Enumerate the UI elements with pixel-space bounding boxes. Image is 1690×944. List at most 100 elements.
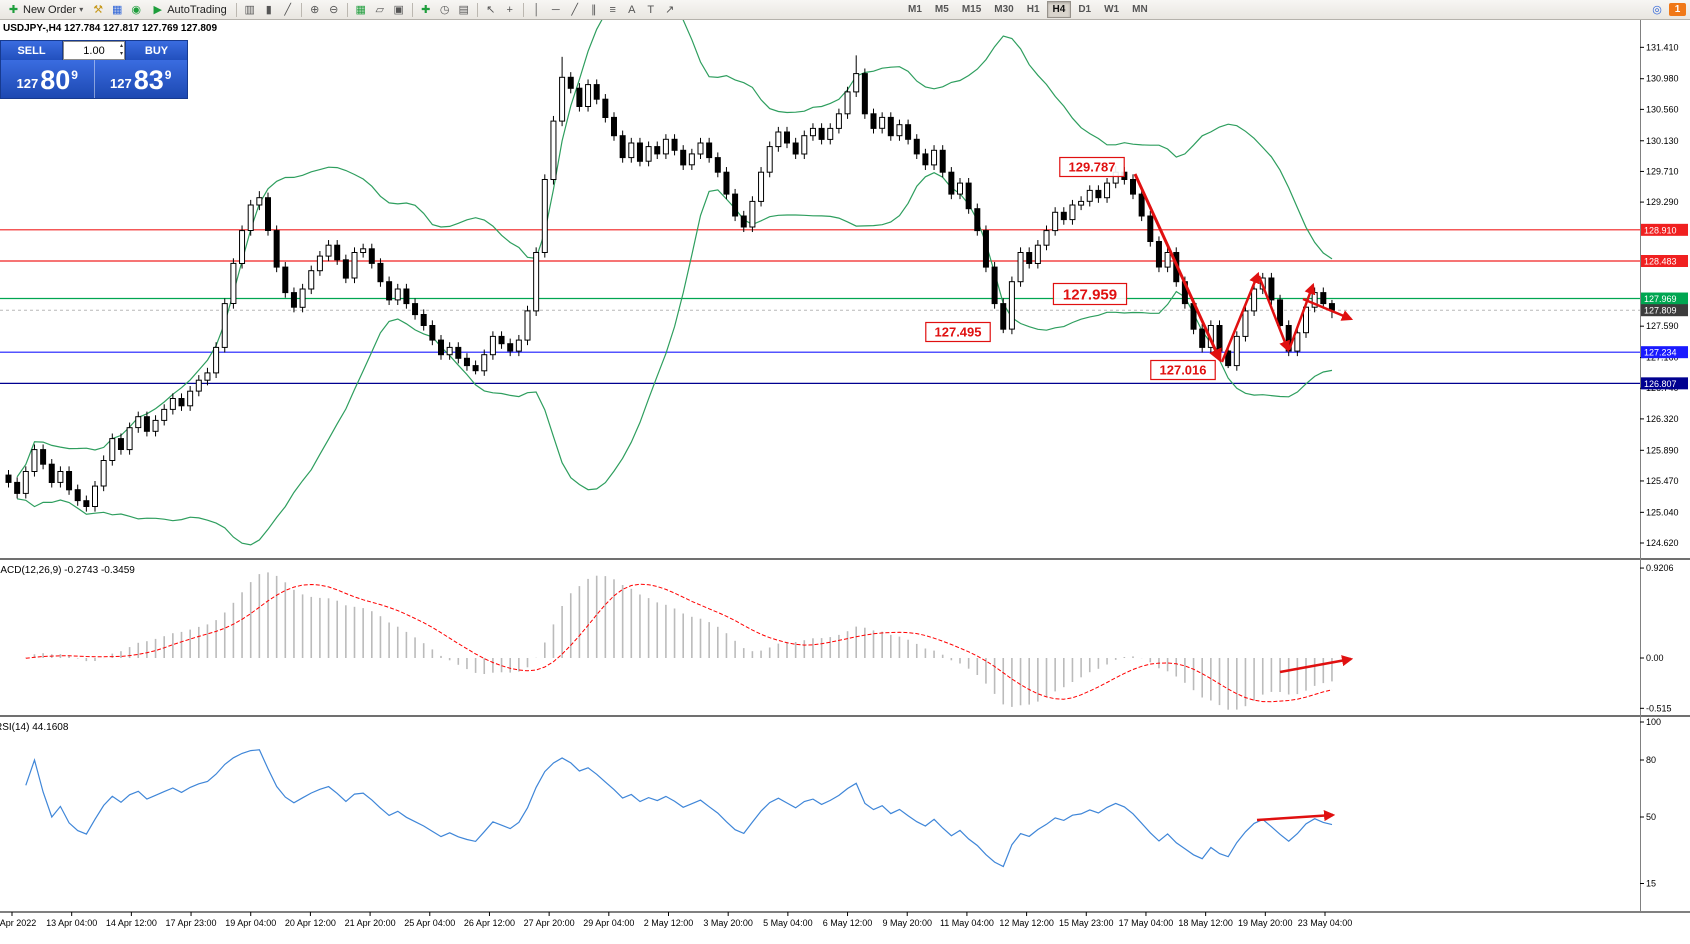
sell-button[interactable]: SELL (1, 41, 63, 60)
autotrading-play-icon: ▶ (153, 4, 162, 16)
notifications-badge[interactable]: 1 (1669, 3, 1686, 16)
text-label-icon[interactable]: T (647, 3, 655, 16)
rsi-tick-label: 50 (1646, 812, 1656, 822)
macd-tick-label: 0.00 (1646, 653, 1664, 663)
time-tick-label: 20 Apr 12:00 (285, 918, 336, 928)
axis-price-flag-label: 127.234 (1644, 348, 1677, 358)
time-tick-label: 18 May 12:00 (1178, 918, 1233, 928)
trend-arrow (1302, 297, 1354, 321)
timeframe-m30[interactable]: M30 (988, 1, 1019, 18)
axis-price-flag-label: 126.807 (1644, 379, 1677, 389)
text-icon[interactable]: A (628, 3, 636, 16)
axis-price-flag (1641, 346, 1688, 359)
sell-price[interactable]: 127 80 9 (1, 60, 95, 98)
axis-price-flag-label: 128.910 (1644, 225, 1677, 235)
volume-spinner[interactable]: ▴ ▾ (120, 42, 123, 58)
rsi-tick-label: 100 (1646, 717, 1661, 727)
timeframe-d1[interactable]: D1 (1072, 1, 1097, 18)
sell-price-small: 127 (16, 76, 39, 91)
indicators-icon[interactable]: ✚ (421, 4, 431, 16)
toolbar-separator (411, 2, 413, 17)
axis-price-flag (1641, 377, 1688, 390)
bar-chart-icon[interactable]: ▥ (244, 4, 255, 16)
timeframe-m5[interactable]: M5 (929, 1, 955, 18)
vertical-line-icon[interactable]: │ (533, 3, 541, 16)
candlestick-chart-icon[interactable]: ▮ (265, 4, 272, 16)
zoom-out-icon[interactable]: ⊖ (329, 4, 339, 16)
time-tick-label: 14 Apr 12:00 (106, 918, 157, 928)
line-chart-icon[interactable]: ╱ (284, 4, 292, 16)
trend-arrow (1220, 271, 1260, 363)
axis-price-flag-label: 128.483 (1644, 257, 1677, 267)
price-tick-label: 125.890 (1646, 445, 1679, 455)
cursor-icon[interactable]: ↖ (486, 4, 496, 16)
periods-icon[interactable]: ◷ (439, 4, 450, 16)
shapes-icon[interactable]: ↗ (665, 4, 675, 16)
time-tick-label: 23 May 04:00 (1298, 918, 1353, 928)
time-tick-label: 25 Apr 04:00 (404, 918, 455, 928)
autotrading-button[interactable]: ▶ AutoTrading (146, 1, 232, 18)
tile-windows-icon[interactable]: ▦ (355, 4, 366, 16)
cascade-windows-icon[interactable]: ▱ (375, 4, 384, 16)
time-tick-label: 19 Apr 04:00 (225, 918, 276, 928)
bollinger-lower-band (16, 172, 1333, 546)
axis-price-flag (1641, 292, 1688, 305)
timeframe-m1[interactable]: M1 (902, 1, 928, 18)
price-annotation-text: 129.787 (1069, 160, 1116, 175)
time-tick-label: 21 Apr 20:00 (345, 918, 396, 928)
price-tick-label: 125.470 (1646, 476, 1679, 486)
price-tick-label: 129.290 (1646, 197, 1679, 207)
axis-price-flag (1641, 255, 1688, 268)
price-tick-label: 124.620 (1646, 538, 1679, 548)
time-tick-label: 3 May 20:00 (703, 918, 753, 928)
spin-down-icon[interactable]: ▾ (119, 51, 123, 57)
price-tick-label: 129.710 (1646, 166, 1679, 176)
price-annotation-text: 127.959 (1063, 286, 1117, 303)
one-click-trading-panel: SELL 1.00 ▴ ▾ BUY 127 80 9 127 83 9 (0, 40, 188, 99)
time-tick-label: 12 May 12:00 (999, 918, 1054, 928)
axis-price-flag (1641, 223, 1688, 236)
bollinger-upper-band (16, 20, 1333, 478)
time-tick-label: 27 Apr 20:00 (524, 918, 575, 928)
templates-icon[interactable]: ▤ (458, 4, 469, 16)
new-order-button[interactable]: ✚ New Order ▾ (2, 1, 88, 18)
time-tick-label: 13 Apr 04:00 (46, 918, 97, 928)
timeframe-group: M1 M5 M15 M30 H1 H4 D1 W1 MN (902, 1, 1154, 18)
time-tick-label: 12 Apr 2022 (0, 918, 36, 928)
crosshair-icon[interactable]: + (506, 3, 513, 16)
arrange-windows-icon[interactable]: ▣ (393, 4, 404, 16)
price-annotation-box (1150, 359, 1216, 381)
horizontal-line-icon[interactable]: ─ (551, 3, 560, 16)
buy-button[interactable]: BUY (125, 41, 187, 60)
timeframe-m15[interactable]: M15 (956, 1, 987, 18)
trendline-icon[interactable]: ╱ (571, 4, 579, 16)
timeframe-w1[interactable]: W1 (1098, 1, 1125, 18)
time-tick-label: 15 May 23:00 (1059, 918, 1114, 928)
trend-arrow (1279, 655, 1354, 674)
macd-tick-label: -0.515 (1646, 703, 1672, 713)
navigator-icon[interactable]: ◉ (131, 4, 141, 16)
spin-up-icon[interactable]: ▴ (119, 43, 123, 49)
trend-arrow (1133, 173, 1222, 363)
toolbar-separator (476, 2, 478, 17)
buy-price-big: 83 (133, 65, 164, 95)
sell-price-big: 80 (40, 65, 71, 95)
new-order-label: New Order (23, 3, 77, 16)
fibonacci-icon[interactable]: ≡ (609, 3, 616, 16)
new-order-icon: ✚ (8, 4, 19, 16)
channel-icon[interactable]: ∥ (590, 4, 597, 16)
zoom-in-icon[interactable]: ⊕ (310, 4, 320, 16)
sell-price-sup: 9 (71, 68, 78, 82)
market-watch-icon[interactable]: ▦ (112, 4, 123, 16)
timeframe-mn[interactable]: MN (1126, 1, 1154, 18)
volume-input[interactable]: 1.00 ▴ ▾ (63, 41, 125, 60)
rsi-label: RSI(14) 44.1608 (0, 722, 69, 733)
timeframe-h1[interactable]: H1 (1021, 1, 1046, 18)
buy-price[interactable]: 127 83 9 (95, 60, 188, 98)
price-tick-label: 130.560 (1646, 104, 1679, 114)
metaeditor-icon[interactable]: ⚒ (93, 4, 104, 16)
timeframe-h4[interactable]: H4 (1046, 1, 1072, 18)
search-icon[interactable]: ◎ (1652, 4, 1662, 16)
price-annotation-box (1059, 156, 1125, 178)
